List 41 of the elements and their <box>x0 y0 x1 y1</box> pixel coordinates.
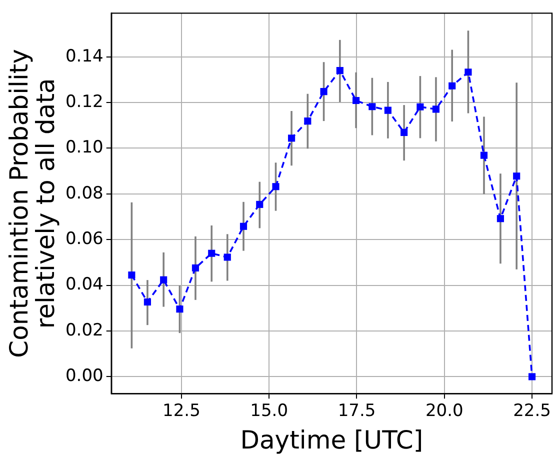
point <box>464 68 472 76</box>
point <box>448 82 456 90</box>
x-axis-title: Daytime [UTC] <box>240 426 424 454</box>
y-tick-label: 0.08 <box>65 183 104 204</box>
point <box>256 200 264 208</box>
point <box>352 96 360 104</box>
x-tick-label: 15.0 <box>250 401 288 422</box>
point <box>384 106 392 114</box>
point <box>304 118 312 125</box>
y-tick-label: 0.12 <box>65 92 104 112</box>
y-tick-label: 0.06 <box>65 229 104 250</box>
point <box>513 172 520 180</box>
x-tick-label: 22.5 <box>513 401 551 422</box>
point <box>320 88 328 96</box>
point <box>416 103 424 110</box>
point <box>400 128 408 136</box>
point <box>272 183 280 190</box>
point <box>208 250 216 257</box>
point <box>368 103 376 110</box>
point <box>224 254 231 261</box>
point <box>144 298 151 306</box>
point <box>288 134 296 142</box>
y-tick-label: 0.00 <box>65 366 104 386</box>
point <box>240 222 248 230</box>
y-tick-label: 0.02 <box>65 320 104 340</box>
x-tick-label: 17.5 <box>338 401 376 422</box>
point <box>128 271 136 279</box>
point <box>528 373 536 380</box>
y-tick-label: 0.10 <box>65 138 104 158</box>
point <box>336 67 344 74</box>
point <box>160 276 168 284</box>
point <box>432 106 440 113</box>
x-tick-label: 12.5 <box>162 401 200 422</box>
point <box>480 152 488 159</box>
x-tick-label: 20.0 <box>425 401 464 422</box>
point <box>192 264 200 272</box>
point <box>496 215 504 222</box>
y-axis-title: Contamintion Probability relatively to all data <box>4 48 60 358</box>
point <box>176 306 184 313</box>
y-tick-label: 0.14 <box>65 46 104 66</box>
y-tick-label: 0.04 <box>65 274 104 295</box>
